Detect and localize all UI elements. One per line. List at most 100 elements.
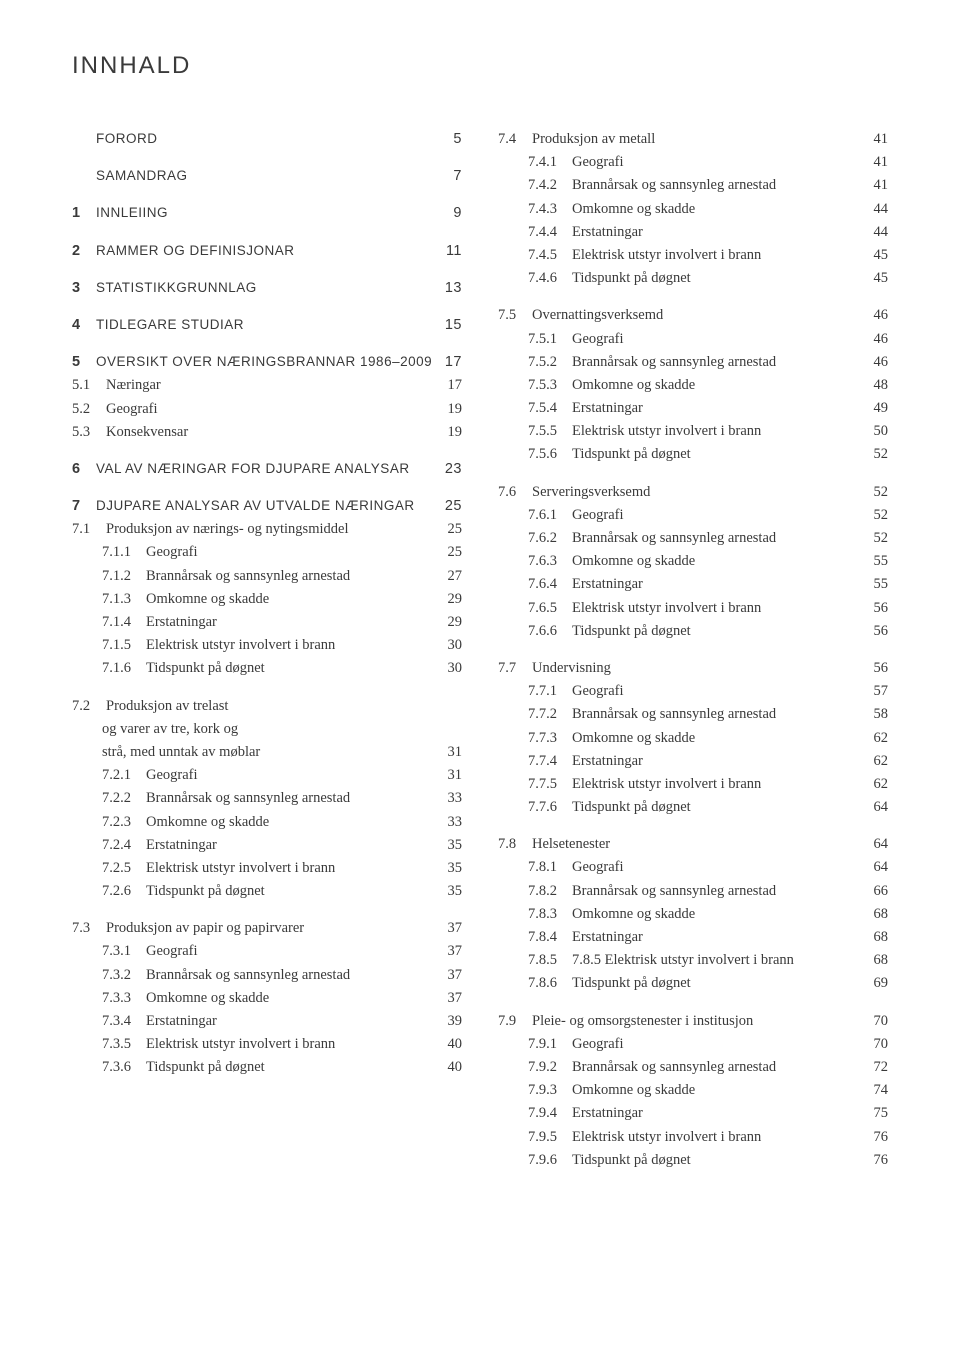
toc-entry-number: 7.6.1 <box>528 504 572 527</box>
toc-entry-text: Omkomne og skadde <box>146 987 269 1010</box>
toc-entry: 7.2.6Tidspunkt på døgnet35 <box>72 880 462 903</box>
toc-entry-page: 70 <box>868 1010 888 1033</box>
toc-entry-number: 7.5.6 <box>528 443 572 466</box>
toc-entry-text: Elektrisk utstyr involvert i brann <box>572 773 761 796</box>
toc-entry-text: Erstatningar <box>146 1010 217 1033</box>
toc-entry: 7.1.4Erstatningar29 <box>72 611 462 634</box>
toc-entry-number: 7.5.4 <box>528 397 572 420</box>
toc-entry: 7.7.5Elektrisk utstyr involvert i brann6… <box>498 773 888 796</box>
toc-group-gap <box>72 151 462 165</box>
toc-entry-text: Geografi <box>572 504 624 527</box>
toc-entry: 7.9.2Brannårsak og sannsynleg arnestad72 <box>498 1056 888 1079</box>
toc-entry-text: Elektrisk utstyr involvert i brann <box>572 1126 761 1149</box>
toc-entry-number: 7.3.5 <box>102 1033 146 1056</box>
toc-entry-number: 7.2.6 <box>102 880 146 903</box>
toc-entry-number: 7.1.5 <box>102 634 146 657</box>
toc-entry-page: 45 <box>868 267 888 290</box>
toc-entry-page: 40 <box>442 1033 462 1056</box>
toc-entry-text: Erstatningar <box>572 926 643 949</box>
toc-entry-page: 62 <box>868 727 888 750</box>
toc-entry-page: 68 <box>868 926 888 949</box>
toc-entry-number: 7.7.3 <box>528 727 572 750</box>
toc-entry: 4TIDLEGARE STUDIAR15 <box>72 314 462 337</box>
toc-entry-text: Serveringsverksemd <box>532 481 650 504</box>
toc-entry: 7.5.1Geografi46 <box>498 328 888 351</box>
toc-right-column: 7.4Produksjon av metall417.4.1Geografi41… <box>498 128 888 1172</box>
toc-entry-number: 7.9.1 <box>528 1033 572 1056</box>
toc-entry-text: Brannårsak og sannsynleg arnestad <box>572 880 776 903</box>
toc-entry-number: 7.8.2 <box>528 880 572 903</box>
toc-entry-text: Produksjon av metall <box>532 128 655 151</box>
toc-entry-number: 7.7.5 <box>528 773 572 796</box>
toc-entry-text: Brannårsak og sannsynleg arnestad <box>572 527 776 550</box>
toc-entry-text: Geografi <box>572 328 624 351</box>
toc-entry-page: 70 <box>868 1033 888 1056</box>
toc-entry-number: 1 <box>72 202 96 225</box>
toc-entry-page: 57 <box>868 680 888 703</box>
toc-entry-text: Omkomne og skadde <box>572 374 695 397</box>
toc-entry-text: Omkomne og skadde <box>572 198 695 221</box>
toc-group-gap <box>498 467 888 481</box>
toc-entry-number: 7.4.1 <box>528 151 572 174</box>
toc-entry-text: Produksjon av nærings- og nytingsmiddel <box>106 518 348 541</box>
toc-entry-text: Erstatningar <box>146 834 217 857</box>
toc-left-column: FORORD5SAMANDRAG71INNLEIING92RAMMER OG D… <box>72 128 462 1172</box>
toc-entry-text: Elektrisk utstyr involvert i brann <box>572 597 761 620</box>
toc-entry-number: 7.8.6 <box>528 972 572 995</box>
toc-entry: 7.6.5Elektrisk utstyr involvert i brann5… <box>498 597 888 620</box>
toc-entry-text: Brannårsak og sannsynleg arnestad <box>146 565 350 588</box>
toc-entry: 7.2.5Elektrisk utstyr involvert i brann3… <box>72 857 462 880</box>
toc-entry-page: 35 <box>442 880 462 903</box>
toc-entry-page: 35 <box>442 857 462 880</box>
toc-entry-text: Omkomne og skadde <box>146 588 269 611</box>
toc-entry-text: Omkomne og skadde <box>572 550 695 573</box>
toc-entry-number: 5.3 <box>72 421 106 444</box>
toc-entry: 7.2.2Brannårsak og sannsynleg arnestad33 <box>72 787 462 810</box>
toc-entry-text: Erstatningar <box>572 750 643 773</box>
toc-entry-page: 44 <box>868 221 888 244</box>
toc-entry: 7.7.6Tidspunkt på døgnet64 <box>498 796 888 819</box>
toc-entry-text: Tidspunkt på døgnet <box>572 267 691 290</box>
toc-entry-number: 7.4.6 <box>528 267 572 290</box>
toc-entry-page: 9 <box>442 202 462 225</box>
toc-entry: 7.8.4Erstatningar68 <box>498 926 888 949</box>
toc-entry-page: 45 <box>868 244 888 267</box>
toc-entry: 7.9.1Geografi70 <box>498 1033 888 1056</box>
toc-entry-text: OVERSIKT OVER NÆRINGSBRANNAR 1986–2009 <box>96 351 432 373</box>
toc-entry-page: 19 <box>442 421 462 444</box>
toc-entry-text: STATISTIKKGRUNNLAG <box>96 277 257 299</box>
toc-entry: 7.3.3Omkomne og skadde37 <box>72 987 462 1010</box>
toc-entry-page: 55 <box>868 573 888 596</box>
toc-entry-number: 7.3.3 <box>102 987 146 1010</box>
toc-entry: 7.7.3Omkomne og skadde62 <box>498 727 888 750</box>
toc-entry-page: 68 <box>868 903 888 926</box>
toc-entry: 7.1Produksjon av nærings- og nytingsmidd… <box>72 518 462 541</box>
toc-entry: 7.9.6Tidspunkt på døgnet76 <box>498 1149 888 1172</box>
toc-entry-number: 7.3.1 <box>102 940 146 963</box>
toc-entry: 7.1.6Tidspunkt på døgnet30 <box>72 657 462 680</box>
toc-entry-text: Tidspunkt på døgnet <box>572 1149 691 1172</box>
toc-entry: 2RAMMER OG DEFINISJONAR11 <box>72 240 462 263</box>
toc-entry: 7.6.6Tidspunkt på døgnet56 <box>498 620 888 643</box>
toc-entry-page: 72 <box>868 1056 888 1079</box>
toc-entry-text: Elektrisk utstyr involvert i brann <box>146 634 335 657</box>
toc-entry: 7.4.1Geografi41 <box>498 151 888 174</box>
toc-entry-number: 7.4 <box>498 128 532 151</box>
toc-entry-page: 52 <box>868 481 888 504</box>
toc-entry-number: 7.8.3 <box>528 903 572 926</box>
toc-entry-text: Geografi <box>572 151 624 174</box>
toc-entry: 7.1.2Brannårsak og sannsynleg arnestad27 <box>72 565 462 588</box>
toc-entry-page: 69 <box>868 972 888 995</box>
toc-entry-text: Produksjon av papir og papirvarer <box>106 917 304 940</box>
toc-entry: 7.3.4Erstatningar39 <box>72 1010 462 1033</box>
toc-entry-number: 7.8.1 <box>528 856 572 879</box>
toc-entry: 7.8.1Geografi64 <box>498 856 888 879</box>
toc-entry-text-cont: strå, med unntak av møblar <box>102 741 260 764</box>
toc-entry-text: Brannårsak og sannsynleg arnestad <box>146 964 350 987</box>
toc-entry: 7.7.1Geografi57 <box>498 680 888 703</box>
toc-entry-text: Geografi <box>146 940 198 963</box>
toc-entry: FORORD5 <box>72 128 462 151</box>
toc-group-gap <box>72 903 462 917</box>
toc-entry-page: 35 <box>442 834 462 857</box>
toc-entry-text: Elektrisk utstyr involvert i brann <box>146 857 335 880</box>
